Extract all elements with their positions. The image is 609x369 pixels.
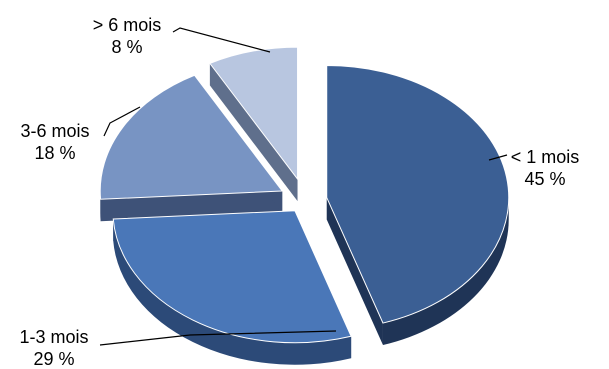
leader-lines	[99, 27, 508, 346]
slice-edge-gt6-0	[209, 63, 298, 202]
label-value-3to6: 18 %	[34, 143, 75, 163]
label-value-gt6: 8 %	[111, 37, 142, 57]
label-category-1to3: 1-3 mois	[19, 327, 88, 347]
slice-1to3	[112, 210, 352, 344]
label-gt6: > 6 mois 8 %	[93, 15, 162, 57]
leader-lt1	[488, 154, 508, 161]
label-3to6: 3-6 mois 18 %	[20, 121, 89, 163]
label-value-lt1: 45 %	[524, 169, 565, 189]
slice-wall-1to3	[113, 219, 352, 365]
leader-gt6	[172, 27, 271, 53]
label-category-3to6: 3-6 mois	[20, 121, 89, 141]
pie-tops	[99, 46, 510, 344]
leader-1to3	[99, 330, 337, 346]
label-category-gt6: > 6 mois	[93, 15, 162, 35]
label-lt1: < 1 mois 45 %	[511, 147, 580, 189]
slice-labels: < 1 mois 45 % 1-3 mois 29 % 3-6 mois 18 % > 6 …	[19, 15, 579, 369]
slice-wall-lt1	[382, 197, 509, 346]
leader-3to6	[103, 106, 141, 137]
slice-gt6	[209, 46, 299, 181]
slice-edge-lt1-1	[326, 197, 383, 346]
label-value-1to3: 29 %	[33, 349, 74, 369]
label-category-lt1: < 1 mois	[511, 147, 580, 167]
slice-lt1	[326, 65, 510, 324]
label-1to3: 1-3 mois 29 %	[19, 327, 88, 369]
slice-3to6	[99, 74, 284, 200]
